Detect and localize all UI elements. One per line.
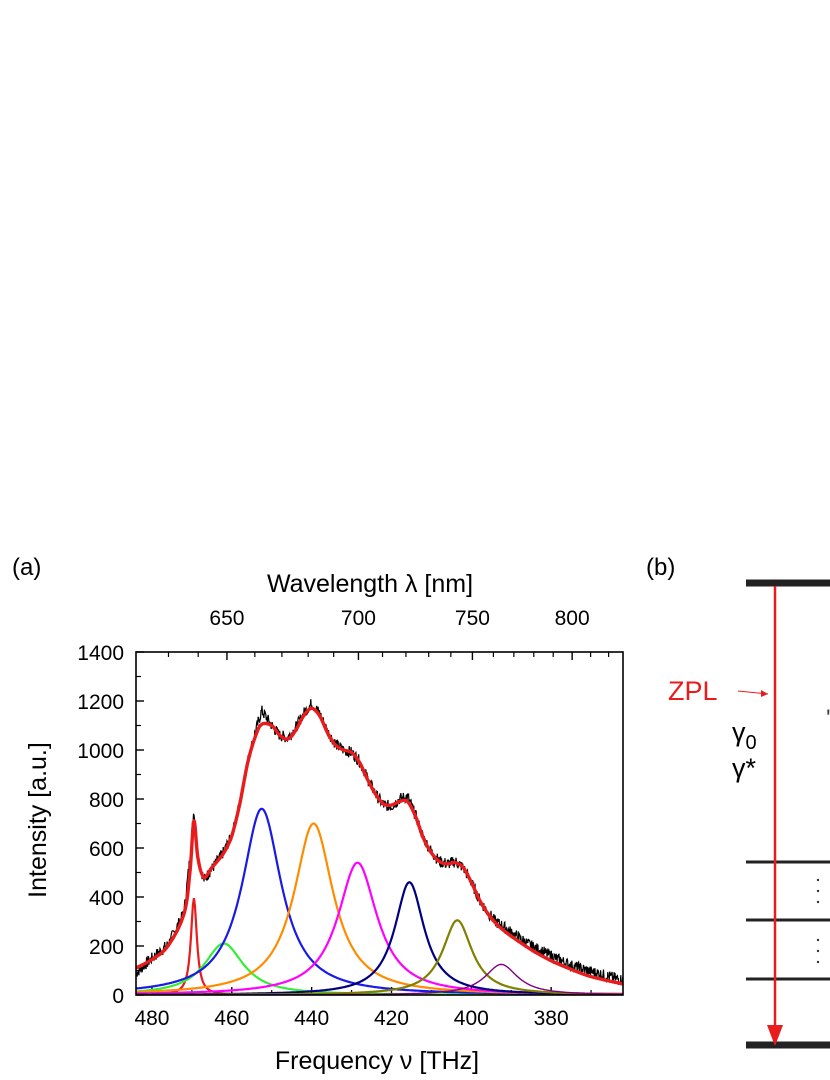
peak-curve-zpl-peak [136,898,623,995]
measured-spectrum [136,699,623,986]
x-axis-title: Frequency ν [THz] [275,1047,479,1075]
y-tick-label: 800 [89,789,124,812]
zpl-arrow-head [767,1025,783,1046]
x-tick-label: 480 [134,1007,169,1030]
plot-curves [136,699,623,995]
top-tick-label: 650 [209,607,244,630]
y-tick-label: 1400 [77,642,124,665]
x-tick-label: 420 [374,1007,409,1030]
y-tick-label: 400 [89,887,124,910]
axis-ticks: 0 200 400 600 800 1000 1200 1400 480 460 440 420 400… [77,607,610,1030]
x-tick-label: 440 [294,1007,329,1030]
panel-a-label: (a) [12,554,41,581]
gamma-star-symbol: γ* [732,753,757,783]
gamma0-symbol: γ0 [732,717,757,754]
x-tick-label: 460 [214,1007,249,1030]
zpl-pointer-head [761,690,768,697]
peak-curve-peak-orange [136,822,623,995]
top-tick-label: 700 [341,607,376,630]
level-dots [816,878,820,964]
plot-frame [135,651,624,996]
peak-curve-peak-navy [136,881,623,995]
y-tick-label: 200 [89,936,124,959]
y-tick-label: 1000 [77,740,124,763]
y-tick-label: 1200 [77,691,124,714]
zpl-label: ZPL [668,676,718,706]
y-axis-title: Intensity [a.u.] [24,742,52,898]
x-tick-label: 400 [454,1007,489,1030]
x-tick-label: 380 [534,1007,569,1030]
top-axis-title: Wavelength λ [nm] [267,570,473,598]
energy-level-diagram: ZPL γ0 γ* ' [668,579,830,1049]
y-tick-label: 600 [89,838,124,861]
top-tick-label: 750 [455,607,490,630]
y-tick-label: 0 [112,985,124,1008]
top-tick-label: 800 [555,607,590,630]
clipped-symbol-fragment: ' [826,705,830,732]
panel-b-label: (b) [646,554,675,581]
fit-curve [136,706,623,986]
